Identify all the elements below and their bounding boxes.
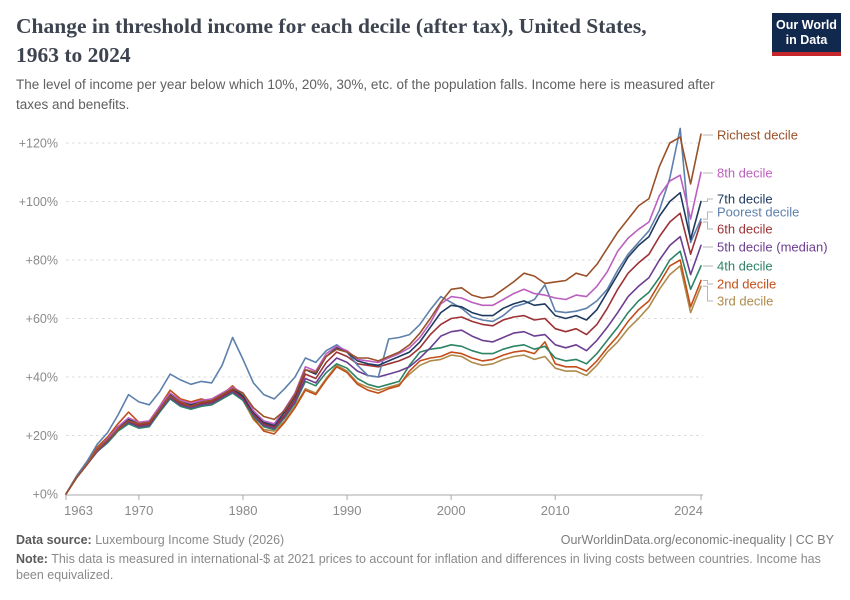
series-line-richest-decile[interactable] <box>65 133 702 495</box>
x-axis-label-1980: 1980 <box>229 503 258 518</box>
series-line-5th-decile-median[interactable] <box>65 235 702 495</box>
series-label-richest-decile[interactable]: Richest decile <box>717 128 798 143</box>
x-axis-label-2010: 2010 <box>541 503 570 518</box>
subtitle-line-2: taxes and benefits. <box>16 96 130 112</box>
series-label-4th-decile[interactable]: 4th decile <box>717 259 773 274</box>
series-label-connector-7th-decile <box>703 198 713 202</box>
y-axis-label-100: +100% <box>19 195 58 209</box>
series-label-5th-decile-median[interactable]: 5th decile (median) <box>717 240 828 255</box>
y-axis-label-20: +20% <box>26 429 58 443</box>
page-title: Change in threshold income for each deci… <box>16 12 766 70</box>
y-axis-label-80: +80% <box>26 254 58 268</box>
x-axis-label-2024: 2024 <box>674 503 703 518</box>
series-label-7th-decile[interactable]: 7th decile <box>717 192 773 207</box>
series-line-3rd-decile[interactable] <box>65 265 702 495</box>
series-label-connector-3rd-decile <box>703 285 713 302</box>
title-line-1: Change in threshold income for each deci… <box>16 14 647 38</box>
series-label-8th-decile[interactable]: 8th decile <box>717 166 773 181</box>
series-label-2nd-decile[interactable]: 2nd decile <box>717 277 776 292</box>
series-label-connector-poorest-decile <box>703 211 713 220</box>
x-axis-label-1970: 1970 <box>124 503 153 518</box>
series-label-poorest-decile[interactable]: Poorest decile <box>717 205 799 220</box>
series-line-4th-decile[interactable] <box>65 250 702 495</box>
attribution-link[interactable]: OurWorldinData.org/economic-inequality |… <box>560 533 834 547</box>
y-axis-label-60: +60% <box>26 312 58 326</box>
note-label: Note: <box>16 552 48 566</box>
data-source-value: Luxembourg Income Study (2026) <box>95 533 285 547</box>
footer-source-row: OurWorldinData.org/economic-inequality |… <box>16 533 834 547</box>
series-label-3rd-decile[interactable]: 3rd decile <box>717 294 773 309</box>
logo-line-2: in Data <box>785 33 828 47</box>
series-label-connector-2nd-decile <box>703 280 713 285</box>
note-line-2: has been equivalized. <box>16 552 821 582</box>
x-axis-label-2000: 2000 <box>437 503 466 518</box>
series-label-connector-6th-decile <box>703 221 713 230</box>
data-source-label: Data source: <box>16 533 92 547</box>
note-line-1: This data is measured in international-$… <box>51 552 798 566</box>
owid-logo[interactable]: Our World in Data <box>772 13 841 56</box>
x-axis-label-1963: 1963 <box>64 503 93 518</box>
title-line-2: 1963 to 2024 <box>16 43 131 67</box>
logo-line-1: Our World <box>776 18 837 32</box>
y-axis-label-120: +120% <box>19 137 58 151</box>
series-line-2nd-decile[interactable] <box>65 259 702 495</box>
series-label-6th-decile[interactable]: 6th decile <box>717 222 773 237</box>
x-axis-label-1990: 1990 <box>333 503 362 518</box>
series-line-7th-decile[interactable] <box>65 191 702 495</box>
chart-subtitle: The level of income per year below which… <box>16 75 806 114</box>
series-line-8th-decile[interactable] <box>65 171 702 495</box>
y-axis-label-0: +0% <box>33 488 58 502</box>
footer-note: Note: This data is measured in internati… <box>16 552 836 583</box>
subtitle-line-1: The level of income per year below which… <box>16 77 715 92</box>
y-axis-label-40: +40% <box>26 371 58 385</box>
